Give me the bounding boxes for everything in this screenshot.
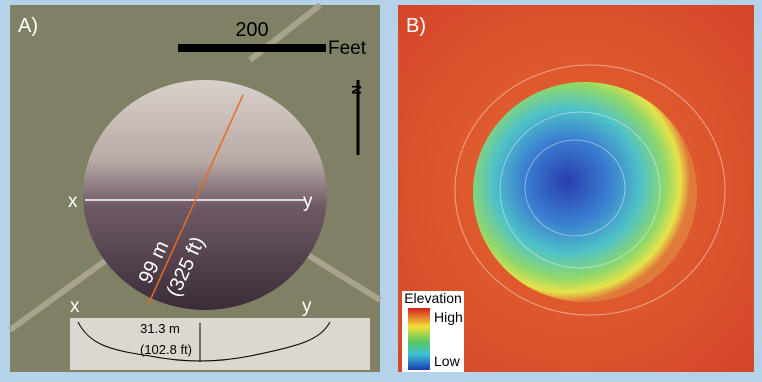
scale-bar — [178, 44, 326, 52]
crater — [83, 80, 327, 310]
crater — [473, 82, 697, 302]
section-end: y — [303, 191, 313, 212]
panel-label: B) — [406, 15, 426, 37]
scale-value: 200 — [235, 19, 268, 41]
section-start: x — [68, 191, 78, 212]
panel-label: A) — [18, 15, 38, 37]
panel-b: B) Elevation High Low — [398, 5, 754, 372]
profile-start: x — [70, 296, 80, 317]
north-label: N — [349, 85, 364, 94]
depth-ft: (102.8 ft) — [140, 342, 192, 357]
depth-m: 31.3 m — [140, 321, 180, 336]
legend-title: Elevation — [404, 290, 462, 306]
profile-end: y — [302, 296, 312, 317]
scale-unit: Feet — [328, 38, 367, 59]
profile-box — [70, 318, 370, 370]
legend-colorbar — [408, 308, 430, 370]
legend-low: Low — [434, 353, 461, 369]
legend-high: High — [434, 309, 463, 325]
page: A) 200 Feet N x y 99 m (325 ft) x y 31.3… — [0, 0, 762, 377]
figure: A) 200 Feet N x y 99 m (325 ft) x y 31.3… — [0, 0, 762, 377]
panel-a: A) 200 Feet N x y 99 m (325 ft) x y 31.3… — [10, 5, 380, 372]
